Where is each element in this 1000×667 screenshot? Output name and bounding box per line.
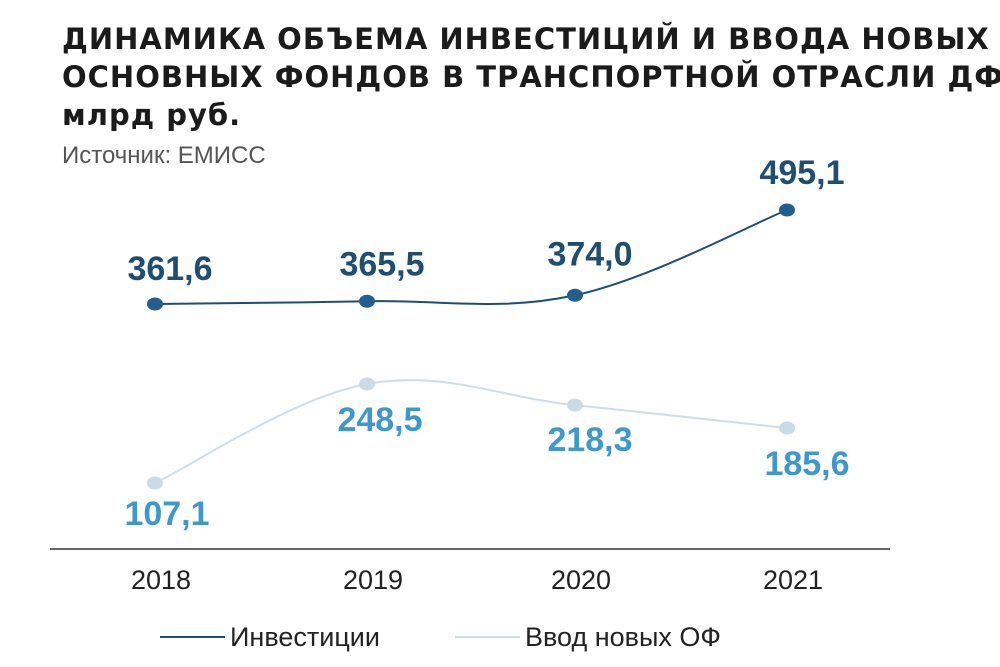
x-tick-label-2020: 2020 (551, 565, 611, 595)
new-funds-value-label-2019: 248,5 (337, 401, 422, 439)
investments-value-label-2021: 495,1 (759, 154, 844, 192)
legend-label-new-funds: Ввод новых ОФ (525, 622, 721, 652)
new-funds-value-label-2021: 185,6 (764, 445, 849, 483)
x-tick-label-2018: 2018 (131, 565, 191, 595)
new-funds-point-2021 (779, 421, 795, 435)
title-line-3: млрд руб. (62, 98, 242, 132)
investments-value-label-2020: 374,0 (547, 235, 632, 273)
series-line-new-funds (154, 379, 788, 484)
chart-title: ДИНАМИКА ОБЪЕМА ИНВЕСТИЦИЙ И ВВОДА НОВЫХ… (62, 20, 1000, 134)
investments-value-label-2018: 361,6 (127, 250, 212, 288)
title-line-1: ДИНАМИКА ОБЪЕМА ИНВЕСТИЦИЙ И ВВОДА НОВЫХ (62, 22, 990, 56)
title-line-2: ОСНОВНЫХ ФОНДОВ В ТРАНСПОРТНОЙ ОТРАСЛИ Д… (62, 60, 1000, 94)
new-funds-point-2020 (567, 398, 583, 412)
legend-label-investments: Инвестиции (230, 622, 380, 652)
x-tick-label-2021: 2021 (763, 565, 823, 595)
new-funds-value-label-2020: 218,3 (547, 421, 632, 459)
investments-point-2019 (359, 294, 375, 308)
chart-source: Источник: ЕМИСС (62, 142, 266, 169)
new-funds-value-label-2018: 107,1 (124, 495, 209, 533)
investments-point-2021 (779, 203, 795, 217)
investments-point-2020 (567, 288, 583, 302)
investments-value-label-2019: 365,5 (339, 245, 424, 283)
new-funds-point-2018 (147, 476, 163, 490)
investments-point-2018 (147, 297, 163, 311)
new-funds-point-2019 (359, 377, 375, 391)
x-tick-label-2019: 2019 (343, 565, 403, 595)
series-line-investments (154, 209, 788, 306)
